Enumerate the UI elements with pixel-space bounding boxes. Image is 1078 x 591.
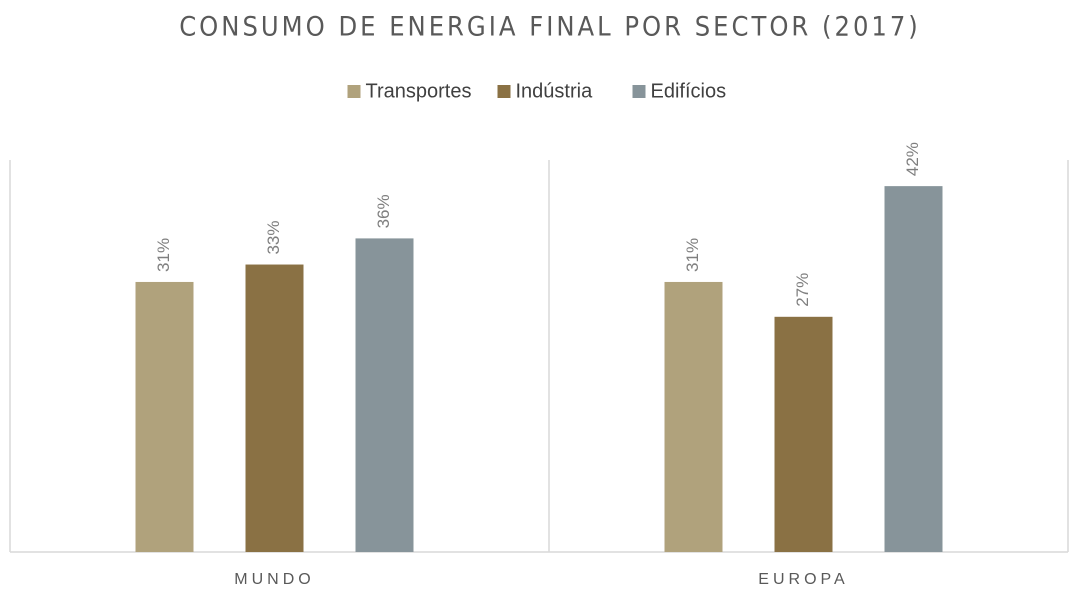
legend-swatch (497, 85, 511, 98)
data-label: 33% (264, 221, 283, 255)
data-label: 31% (154, 238, 173, 272)
bar (774, 316, 833, 552)
bar (355, 238, 414, 552)
data-label: 42% (903, 142, 922, 176)
bar (135, 281, 194, 552)
data-label: 36% (374, 194, 393, 228)
bar (664, 281, 723, 552)
legend-swatch (347, 85, 361, 98)
data-label: 27% (793, 273, 812, 307)
legend-label: Edifícios (651, 80, 727, 102)
data-label: 31% (683, 238, 702, 272)
x-tick-label: MUNDO (234, 571, 314, 588)
x-tick-label: EUROPA (758, 571, 848, 588)
legend-label: Indústria (516, 80, 594, 102)
legend-swatch (632, 85, 646, 98)
bar (245, 264, 304, 552)
bar (884, 186, 943, 552)
chart-title: CONSUMO DE ENERGIA FINAL POR SECTOR (201… (179, 12, 921, 43)
legend-label: Transportes (366, 80, 472, 102)
